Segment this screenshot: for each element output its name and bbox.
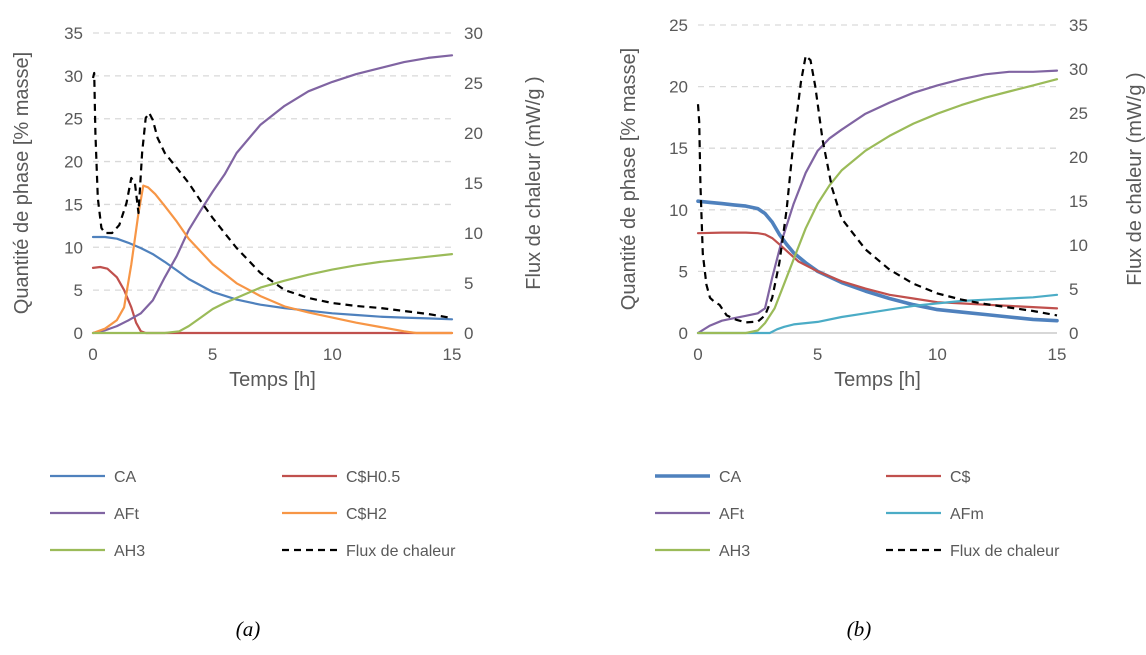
series-line-c-h0-5 bbox=[91, 265, 454, 335]
y-tick-label: 20 bbox=[64, 153, 83, 172]
y-tick-label: 25 bbox=[669, 16, 688, 35]
series-line-ca bbox=[696, 199, 1059, 323]
y-tick-label: 0 bbox=[679, 324, 688, 343]
x-tick-label: 5 bbox=[813, 345, 822, 364]
y2-axis-title: Flux de chaleur (mW/g ) bbox=[1124, 72, 1146, 285]
legend-label: Flux de chaleur bbox=[346, 543, 456, 560]
series-line-flux-de-chaleur bbox=[696, 54, 1058, 324]
y-tick-label: 15 bbox=[64, 195, 83, 214]
x-tick-label: 0 bbox=[88, 345, 97, 364]
legend-label: Flux de chaleur bbox=[950, 543, 1060, 560]
series-line-aft bbox=[91, 54, 454, 335]
y2-tick-label: 20 bbox=[464, 124, 483, 143]
series-line-aft bbox=[696, 69, 1059, 335]
y-tick-label: 20 bbox=[669, 78, 688, 97]
x-tick-label: 5 bbox=[208, 345, 217, 364]
y2-tick-label: 35 bbox=[1069, 16, 1088, 35]
y2-tick-label: 30 bbox=[464, 24, 483, 43]
series-line-c- bbox=[696, 231, 1059, 310]
y2-tick-label: 25 bbox=[464, 74, 483, 93]
y2-tick-label: 0 bbox=[1069, 324, 1078, 343]
y-axis-title: Quantité de phase [% masse] bbox=[618, 48, 640, 310]
x-tick-label: 0 bbox=[693, 345, 702, 364]
y-tick-label: 10 bbox=[64, 238, 83, 257]
legend-label: CA bbox=[114, 469, 137, 486]
y2-tick-label: 25 bbox=[1069, 104, 1088, 123]
y2-tick-label: 10 bbox=[1069, 236, 1088, 255]
y2-tick-label: 0 bbox=[464, 324, 473, 343]
legend-label: AFm bbox=[950, 506, 984, 523]
x-tick-label: 10 bbox=[928, 345, 947, 364]
y-tick-label: 25 bbox=[64, 110, 83, 129]
legend-label: C$ bbox=[950, 469, 971, 486]
y-tick-label: 15 bbox=[669, 139, 688, 158]
legend-label: C$H2 bbox=[346, 506, 387, 523]
y2-tick-label: 15 bbox=[464, 174, 483, 193]
chart-a: 0 5 10 15 20 25 30 35 0 5 10 15 20 25 30 0 5 10 15 Temps [h… bbox=[11, 24, 545, 641]
y2-tick-label: 5 bbox=[464, 274, 473, 293]
series-line-c-h2 bbox=[91, 184, 454, 335]
y-tick-label: 5 bbox=[679, 262, 688, 281]
series-line-ah3 bbox=[91, 253, 454, 335]
series-line-ca bbox=[91, 235, 454, 321]
legend-label: AFt bbox=[114, 506, 139, 523]
y2-tick-label: 20 bbox=[1069, 148, 1088, 167]
y2-axis-title: Flux de chaleur (mW/g ) bbox=[523, 76, 545, 289]
legend-label: CA bbox=[719, 469, 742, 486]
y-axis-title: Quantité de phase [% masse] bbox=[11, 52, 33, 314]
y2-tick-label: 15 bbox=[1069, 192, 1088, 211]
series-line-flux-de-chaleur bbox=[91, 71, 453, 320]
x-axis-title: Temps [h] bbox=[229, 369, 316, 391]
x-tick-label: 15 bbox=[443, 345, 462, 364]
y-tick-label: 35 bbox=[64, 24, 83, 43]
y2-tick-label: 10 bbox=[464, 224, 483, 243]
legend-label: AH3 bbox=[114, 543, 145, 560]
y2-tick-label: 30 bbox=[1069, 60, 1088, 79]
figure-caption: (b) bbox=[847, 617, 872, 641]
series-line-afm bbox=[696, 293, 1059, 335]
x-tick-label: 15 bbox=[1048, 345, 1067, 364]
x-axis-title: Temps [h] bbox=[834, 369, 921, 391]
series-line-ah3 bbox=[696, 78, 1059, 335]
legend-label: C$H0.5 bbox=[346, 469, 400, 486]
legend-label: AFt bbox=[719, 506, 744, 523]
figure-caption: (a) bbox=[236, 617, 261, 641]
y-tick-label: 10 bbox=[669, 201, 688, 220]
y-tick-label: 0 bbox=[74, 324, 83, 343]
chart-b: 0 5 10 15 20 25 0 5 10 15 20 25 30 35 0 5 10 15 Temps [h] Q… bbox=[618, 16, 1146, 641]
legend-label: AH3 bbox=[719, 543, 750, 560]
x-tick-label: 10 bbox=[323, 345, 342, 364]
y-tick-label: 5 bbox=[74, 281, 83, 300]
y-tick-label: 30 bbox=[64, 67, 83, 86]
y2-tick-label: 5 bbox=[1069, 280, 1078, 299]
